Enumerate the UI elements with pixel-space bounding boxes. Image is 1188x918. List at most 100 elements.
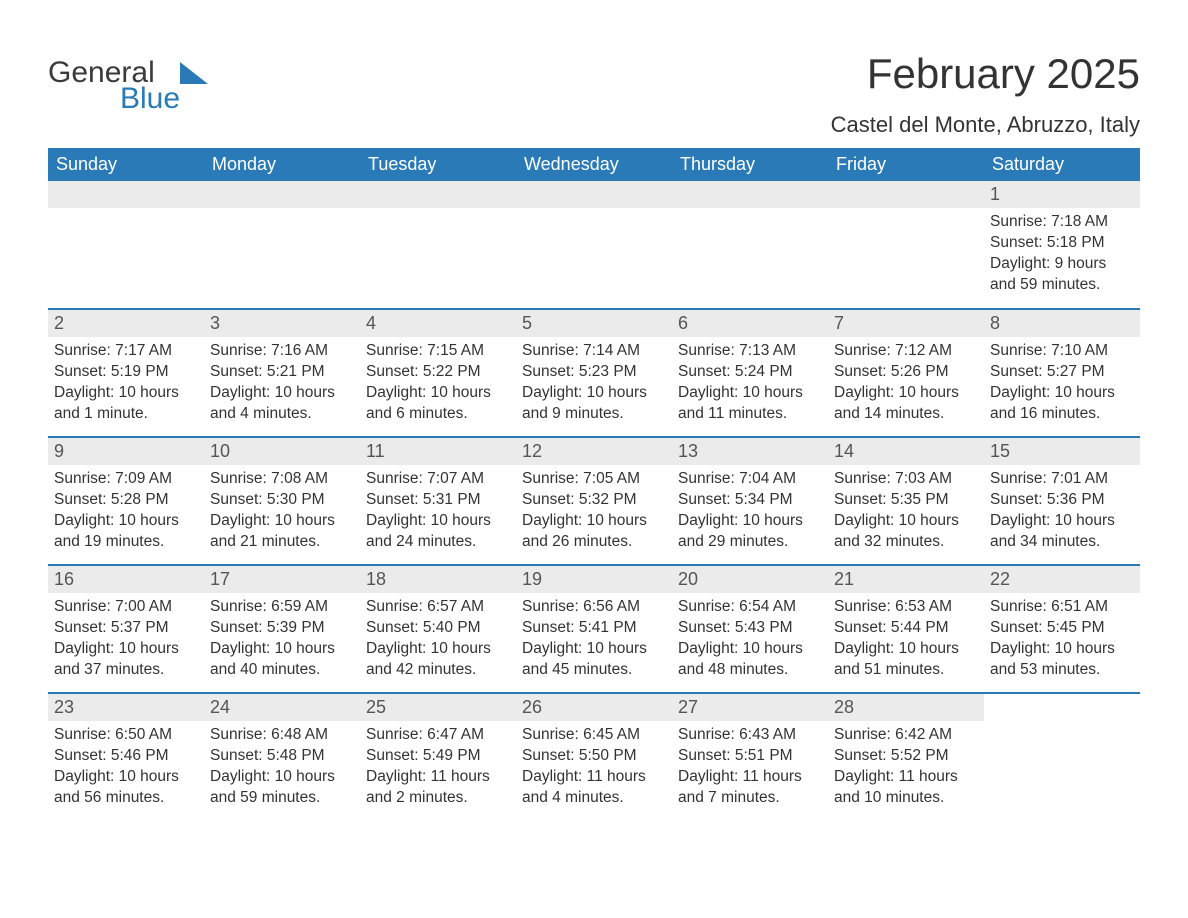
- day-number: 11: [360, 438, 516, 465]
- day-body: Sunrise: 7:04 AMSunset: 5:34 PMDaylight:…: [672, 465, 828, 559]
- calendar-cell: 27Sunrise: 6:43 AMSunset: 5:51 PMDayligh…: [672, 693, 828, 821]
- day-daylight1: Daylight: 11 hours: [366, 767, 510, 788]
- weekday-header: Thursday: [672, 148, 828, 181]
- day-number: 3: [204, 310, 360, 337]
- logo: General Blue: [48, 50, 208, 114]
- calendar-cell: 1Sunrise: 7:18 AMSunset: 5:18 PMDaylight…: [984, 181, 1140, 309]
- calendar-week-row: 23Sunrise: 6:50 AMSunset: 5:46 PMDayligh…: [48, 693, 1140, 821]
- day-number: 15: [984, 438, 1140, 465]
- day-body: Sunrise: 7:01 AMSunset: 5:36 PMDaylight:…: [984, 465, 1140, 559]
- calendar-cell: 15Sunrise: 7:01 AMSunset: 5:36 PMDayligh…: [984, 437, 1140, 565]
- day-sunrise: Sunrise: 6:54 AM: [678, 597, 822, 618]
- day-sunset: Sunset: 5:36 PM: [990, 490, 1134, 511]
- day-sunset: Sunset: 5:46 PM: [54, 746, 198, 767]
- day-number: 18: [360, 566, 516, 593]
- day-number: 26: [516, 694, 672, 721]
- calendar-cell: 4Sunrise: 7:15 AMSunset: 5:22 PMDaylight…: [360, 309, 516, 437]
- day-sunrise: Sunrise: 7:04 AM: [678, 469, 822, 490]
- day-daylight1: Daylight: 9 hours: [990, 254, 1134, 275]
- calendar-cell: 23Sunrise: 6:50 AMSunset: 5:46 PMDayligh…: [48, 693, 204, 821]
- day-daylight2: and 40 minutes.: [210, 660, 354, 681]
- day-sunset: Sunset: 5:52 PM: [834, 746, 978, 767]
- day-sunrise: Sunrise: 7:12 AM: [834, 341, 978, 362]
- day-daylight1: Daylight: 10 hours: [990, 511, 1134, 532]
- day-sunset: Sunset: 5:23 PM: [522, 362, 666, 383]
- calendar-cell: 24Sunrise: 6:48 AMSunset: 5:48 PMDayligh…: [204, 693, 360, 821]
- day-daylight2: and 2 minutes.: [366, 788, 510, 809]
- day-daylight1: Daylight: 10 hours: [366, 639, 510, 660]
- day-number: 21: [828, 566, 984, 593]
- day-body: Sunrise: 7:14 AMSunset: 5:23 PMDaylight:…: [516, 337, 672, 431]
- day-sunrise: Sunrise: 6:51 AM: [990, 597, 1134, 618]
- day-body: Sunrise: 6:45 AMSunset: 5:50 PMDaylight:…: [516, 721, 672, 815]
- calendar-cell: [204, 181, 360, 309]
- day-sunrise: Sunrise: 6:50 AM: [54, 725, 198, 746]
- day-sunset: Sunset: 5:32 PM: [522, 490, 666, 511]
- weekday-header: Tuesday: [360, 148, 516, 181]
- day-number: 4: [360, 310, 516, 337]
- day-daylight2: and 7 minutes.: [678, 788, 822, 809]
- day-body: Sunrise: 6:42 AMSunset: 5:52 PMDaylight:…: [828, 721, 984, 815]
- header: General Blue February 2025 Castel del Mo…: [48, 50, 1140, 138]
- calendar-cell: 26Sunrise: 6:45 AMSunset: 5:50 PMDayligh…: [516, 693, 672, 821]
- day-sunrise: Sunrise: 7:15 AM: [366, 341, 510, 362]
- calendar-week-row: 1Sunrise: 7:18 AMSunset: 5:18 PMDaylight…: [48, 181, 1140, 309]
- day-daylight1: Daylight: 10 hours: [834, 383, 978, 404]
- day-body: Sunrise: 6:54 AMSunset: 5:43 PMDaylight:…: [672, 593, 828, 687]
- day-sunset: Sunset: 5:44 PM: [834, 618, 978, 639]
- calendar-cell: 5Sunrise: 7:14 AMSunset: 5:23 PMDaylight…: [516, 309, 672, 437]
- day-body: Sunrise: 7:17 AMSunset: 5:19 PMDaylight:…: [48, 337, 204, 431]
- day-daylight2: and 9 minutes.: [522, 404, 666, 425]
- day-daylight2: and 4 minutes.: [522, 788, 666, 809]
- day-daylight1: Daylight: 10 hours: [522, 383, 666, 404]
- day-sunset: Sunset: 5:28 PM: [54, 490, 198, 511]
- day-daylight1: Daylight: 10 hours: [990, 639, 1134, 660]
- day-body: Sunrise: 6:50 AMSunset: 5:46 PMDaylight:…: [48, 721, 204, 815]
- day-body: Sunrise: 7:15 AMSunset: 5:22 PMDaylight:…: [360, 337, 516, 431]
- day-sunrise: Sunrise: 7:00 AM: [54, 597, 198, 618]
- logo-text: General Blue: [48, 58, 180, 114]
- day-number: [360, 181, 516, 208]
- page: General Blue February 2025 Castel del Mo…: [0, 0, 1188, 861]
- calendar-week-row: 16Sunrise: 7:00 AMSunset: 5:37 PMDayligh…: [48, 565, 1140, 693]
- day-sunset: Sunset: 5:51 PM: [678, 746, 822, 767]
- day-body: Sunrise: 6:47 AMSunset: 5:49 PMDaylight:…: [360, 721, 516, 815]
- day-number: 12: [516, 438, 672, 465]
- day-body: Sunrise: 7:16 AMSunset: 5:21 PMDaylight:…: [204, 337, 360, 431]
- day-daylight2: and 16 minutes.: [990, 404, 1134, 425]
- day-number: 10: [204, 438, 360, 465]
- calendar-cell: 11Sunrise: 7:07 AMSunset: 5:31 PMDayligh…: [360, 437, 516, 565]
- day-number: 25: [360, 694, 516, 721]
- day-number: 16: [48, 566, 204, 593]
- day-daylight1: Daylight: 10 hours: [678, 639, 822, 660]
- day-number: 27: [672, 694, 828, 721]
- day-sunset: Sunset: 5:39 PM: [210, 618, 354, 639]
- day-daylight1: Daylight: 10 hours: [54, 383, 198, 404]
- calendar-body: 1Sunrise: 7:18 AMSunset: 5:18 PMDaylight…: [48, 181, 1140, 821]
- day-daylight2: and 48 minutes.: [678, 660, 822, 681]
- day-number: 5: [516, 310, 672, 337]
- day-daylight2: and 53 minutes.: [990, 660, 1134, 681]
- day-sunset: Sunset: 5:35 PM: [834, 490, 978, 511]
- day-number: 2: [48, 310, 204, 337]
- day-body: Sunrise: 6:56 AMSunset: 5:41 PMDaylight:…: [516, 593, 672, 687]
- day-daylight1: Daylight: 10 hours: [834, 511, 978, 532]
- day-number: 8: [984, 310, 1140, 337]
- day-daylight1: Daylight: 11 hours: [522, 767, 666, 788]
- day-number: 1: [984, 181, 1140, 208]
- day-daylight1: Daylight: 10 hours: [210, 767, 354, 788]
- weekday-header: Sunday: [48, 148, 204, 181]
- day-daylight1: Daylight: 10 hours: [54, 639, 198, 660]
- day-sunset: Sunset: 5:40 PM: [366, 618, 510, 639]
- day-daylight1: Daylight: 10 hours: [54, 511, 198, 532]
- day-body: Sunrise: 7:00 AMSunset: 5:37 PMDaylight:…: [48, 593, 204, 687]
- day-daylight1: Daylight: 10 hours: [678, 511, 822, 532]
- day-sunrise: Sunrise: 7:10 AM: [990, 341, 1134, 362]
- day-daylight1: Daylight: 10 hours: [678, 383, 822, 404]
- calendar-cell: 18Sunrise: 6:57 AMSunset: 5:40 PMDayligh…: [360, 565, 516, 693]
- day-daylight2: and 56 minutes.: [54, 788, 198, 809]
- day-daylight2: and 59 minutes.: [990, 275, 1134, 296]
- day-sunset: Sunset: 5:37 PM: [54, 618, 198, 639]
- calendar-cell: 14Sunrise: 7:03 AMSunset: 5:35 PMDayligh…: [828, 437, 984, 565]
- day-sunrise: Sunrise: 7:03 AM: [834, 469, 978, 490]
